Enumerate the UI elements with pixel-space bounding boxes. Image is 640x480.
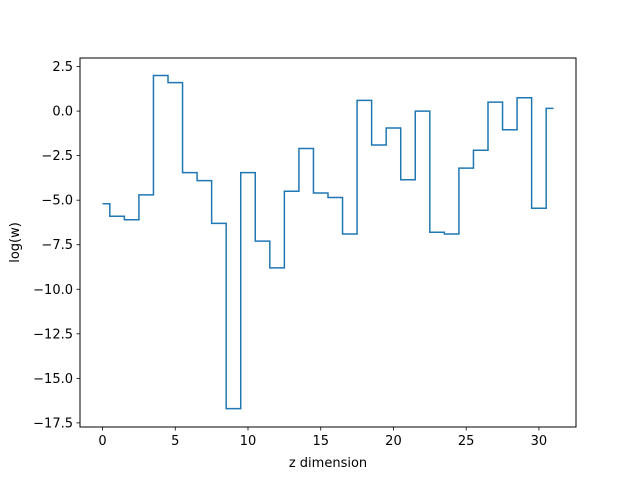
x-tick-label: 10	[240, 434, 257, 449]
y-tick-label: −12.5	[33, 327, 73, 342]
x-tick-label: 15	[312, 434, 329, 449]
axes-frame	[79, 57, 577, 428]
y-tick-label: −7.5	[41, 238, 73, 253]
y-axis: 2.5 0.0 −2.5 −5.0 −7.5 −10.0 −12.5 −15.0 −17.5	[33, 60, 80, 431]
y-tick-label: −17.5	[33, 416, 73, 431]
series-line-0	[102, 74, 554, 410]
x-tick-label: 0	[98, 434, 106, 449]
y-tick-label: −15.0	[33, 372, 73, 387]
y-tick-label: −10.0	[33, 283, 73, 298]
x-axis: 0 5 10 15 20 25 30	[98, 427, 547, 449]
x-axis-label: z dimension	[289, 456, 367, 471]
y-tick-label: −5.0	[41, 194, 73, 209]
plot-area	[102, 74, 554, 410]
y-tick-label: 0.0	[52, 105, 73, 120]
x-tick-label: 20	[385, 434, 402, 449]
y-tick-label: 2.5	[52, 60, 73, 75]
x-tick-label: 30	[531, 434, 548, 449]
y-tick-label: −2.5	[41, 149, 73, 164]
x-tick-label: 5	[171, 434, 179, 449]
y-axis-label: log(w)	[8, 222, 23, 263]
x-tick-label: 25	[458, 434, 475, 449]
